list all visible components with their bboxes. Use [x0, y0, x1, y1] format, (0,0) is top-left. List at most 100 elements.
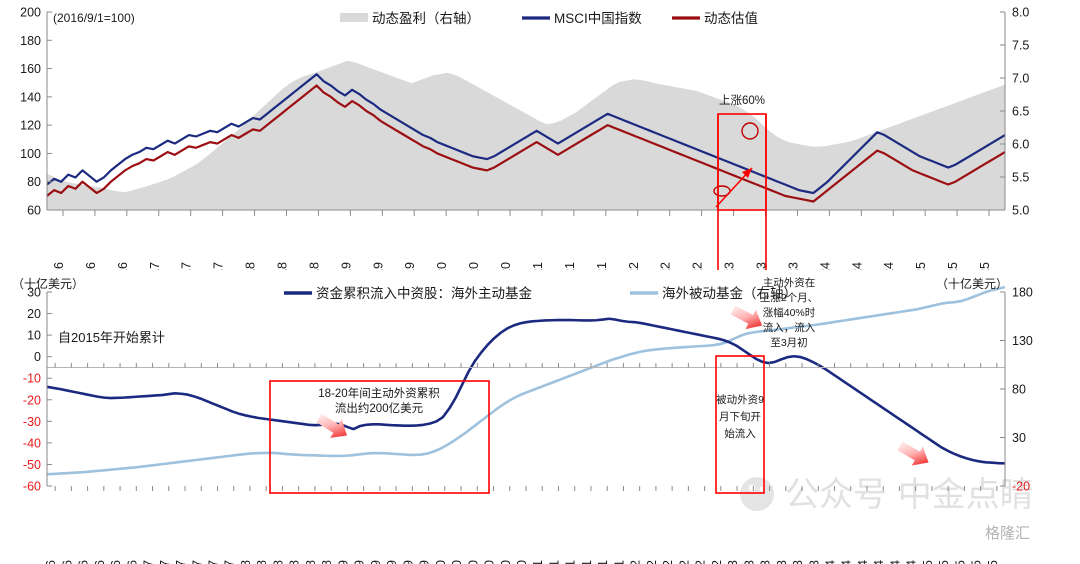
- top-x-tick-label: Feb-22: [627, 262, 641, 270]
- bottom-x-tick-label: Jun-16: [77, 560, 91, 564]
- top-x-tick-label: Oct-25: [978, 262, 992, 270]
- top-y-tick-label: 80: [27, 175, 41, 189]
- top-right-y-axis-labels: 5.0 5.5 6.0 6.5 7.0 7.5 8.0: [1012, 6, 1029, 218]
- bottom-legend-label: 海外被动基金（右轴）: [662, 285, 797, 301]
- bottom-x-tick-label: Oct-21: [596, 560, 610, 564]
- top-right-y-tick-label: 7.0: [1012, 72, 1029, 86]
- bottom-y-tick-label: 10: [27, 329, 41, 343]
- top-x-tick-label: Oct-17: [212, 262, 226, 270]
- bottom-active-label-line4: 流入，流入: [763, 321, 816, 334]
- bottom-x-tick-label: Apr-16: [60, 560, 74, 564]
- bottom-x-tick-label: Oct-16: [109, 560, 123, 564]
- bottom-x-tick-label: Jun-19: [369, 560, 383, 564]
- bottom-x-tick-label: Aug-24: [872, 560, 886, 564]
- bottom-x-tick-label: Dec-19: [418, 560, 432, 564]
- bottom-y-tick-label: -10: [23, 372, 41, 386]
- bottom-outflow-label-line1: 18-20年间主动外资累积: [318, 386, 440, 400]
- bottom-x-tick-label: Aug-22: [677, 560, 691, 564]
- bottom-chart-panel: 公众号 中金点睛 格隆汇 30 20 10 0 -10 -20 -30 -40 -50 -60 1…: [0, 270, 1080, 564]
- bottom-x-tick-label: Apr-17: [158, 560, 172, 564]
- bottom-x-tick-label: Feb-17: [142, 560, 156, 564]
- bottom-annotation-outflow: 18-20年间主动外资累积 流出约200亿美元: [269, 380, 490, 494]
- bottom-x-tick-label: Dec-17: [223, 560, 237, 564]
- top-y-tick-label: 160: [20, 62, 41, 76]
- series-msci-china-index: [46, 73, 1006, 195]
- bottom-x-tick-label: Jun-22: [661, 560, 675, 564]
- top-x-tick-label: Oct-19: [403, 262, 417, 270]
- bottom-active-label-line1: 主动外资在: [763, 277, 816, 289]
- bottom-x-tick-label: Jun-23: [759, 560, 773, 564]
- bottom-right-y-tick-label: 130: [1012, 334, 1033, 348]
- bottom-x-tick-label: Dec-16: [125, 560, 139, 564]
- bottom-legend-label: 资金累积流入中资股：海外主动基金: [316, 285, 532, 301]
- top-right-y-tick-label: 7.5: [1012, 39, 1029, 53]
- top-y-tick-label: 140: [20, 90, 41, 104]
- top-x-tick-label: Feb-23: [723, 262, 737, 270]
- top-annotation-label: 上涨60%: [719, 94, 765, 107]
- bottom-x-tick-label: Dec-23: [807, 560, 821, 564]
- bottom-x-tick-label: Apr-23: [742, 560, 756, 564]
- bottom-passive-label-line2: 月下旬开: [719, 410, 761, 423]
- bottom-x-tick-label: Aug-16: [93, 560, 107, 564]
- bottom-x-tick-label: Feb-21: [531, 560, 545, 564]
- top-legend-label: MSCI中国指数: [554, 11, 642, 26]
- bottom-x-tick-label: Jun-24: [856, 560, 870, 564]
- top-annotation-arrow-head: [742, 168, 752, 178]
- top-x-tick-label: Jun-23: [755, 262, 769, 270]
- bottom-active-label-line3: 涨幅40%时: [763, 306, 816, 319]
- top-annotation-group: 上涨60%: [713, 94, 767, 211]
- bottom-right-y-tick-label: 30: [1012, 431, 1026, 445]
- bottom-active-label-line5: 至3月初: [770, 336, 807, 349]
- bottom-passive-label-line1: 被动外资9: [716, 393, 764, 406]
- bottom-x-tick-label: Aug-19: [385, 560, 399, 564]
- bottom-right-y-tick-label: 180: [1012, 286, 1033, 300]
- top-x-tick-label: Jun-24: [850, 262, 864, 270]
- bottom-x-tick-label: Oct-17: [207, 560, 221, 564]
- bottom-x-tick-label: Oct-22: [694, 560, 708, 564]
- bottom-right-unit-label: （十亿美元）: [936, 276, 1008, 291]
- top-x-tick-label: Jun-20: [467, 262, 481, 270]
- bottom-x-tick-label: Feb-18: [239, 560, 253, 564]
- top-x-tick-label: Jun-25: [946, 262, 960, 270]
- top-x-tick-label: Jun-21: [563, 262, 577, 270]
- bottom-x-tick-label: Apr-20: [450, 560, 464, 564]
- bottom-y-tick-label: -20: [23, 393, 41, 407]
- bottom-x-tick-label: Apr-21: [548, 560, 562, 564]
- bottom-legend: 资金累积流入中资股：海外主动基金 海外被动基金（右轴）: [284, 285, 797, 301]
- bottom-x-tick-label: Dec-22: [710, 560, 724, 564]
- bottom-x-tick-label: Oct-18: [304, 560, 318, 564]
- series-forward-valuation: [46, 84, 1006, 203]
- top-x-tick-label: Oct-22: [691, 262, 705, 270]
- top-x-tick-label: Oct-20: [499, 262, 513, 270]
- top-legend-label: 动态盈利（右轴）: [372, 11, 480, 26]
- top-x-tick-label: Feb-21: [531, 262, 545, 270]
- bottom-x-tick-label: Apr-18: [255, 560, 269, 564]
- bottom-x-tick-label: Dec-18: [320, 560, 334, 564]
- bottom-active-arrow: [730, 305, 763, 330]
- bottom-x-tick-label: Aug-18: [288, 560, 302, 564]
- bottom-x-tick-label: Jun-20: [466, 560, 480, 564]
- bottom-x-tick-label: Feb-16: [44, 560, 58, 564]
- top-x-tick-label: Feb-20: [435, 262, 449, 270]
- bottom-x-tick-label: Apr-25: [937, 560, 951, 564]
- bottom-x-tick-label: Aug-23: [775, 560, 789, 564]
- top-x-tick-label: Jun-16: [84, 262, 98, 270]
- bottom-right-y-tick-label: 80: [1012, 383, 1026, 397]
- top-x-tick-label: Jun-17: [180, 262, 194, 270]
- bottom-x-tick-label: Oct-24: [889, 560, 903, 564]
- bottom-zero-ticks: [54, 363, 998, 368]
- top-x-tick-label: Feb-17: [148, 262, 162, 270]
- bottom-annotation-active-inflow: 主动外资在 上涨2个月、 涨幅40%时 流入，流入 至3月初: [730, 277, 818, 349]
- bottom-x-tick-label: Jun-17: [174, 560, 188, 564]
- top-y-tick-label: 200: [20, 6, 41, 20]
- bottom-x-tick-label: Oct-23: [791, 560, 805, 564]
- bottom-x-tick-label: Aug-17: [190, 560, 204, 564]
- bottom-y-tick-label: -40: [23, 436, 41, 450]
- bottom-x-tick-label: Feb-22: [629, 560, 643, 564]
- bottom-outflow-label-line2: 流出约200亿美元: [335, 401, 424, 415]
- bottom-x-tick-label: Apr-22: [645, 560, 659, 564]
- bottom-annotation-passive-inflow: 被动外资9 月下旬开 始流入: [715, 355, 765, 494]
- top-legend-swatch: [340, 13, 368, 22]
- bottom-chart-svg: 公众号 中金点睛 格隆汇 30 20 10 0 -10 -20 -30 -40 -50 -60 1…: [12, 276, 1034, 564]
- bottom-outflow-arrow: [316, 413, 347, 438]
